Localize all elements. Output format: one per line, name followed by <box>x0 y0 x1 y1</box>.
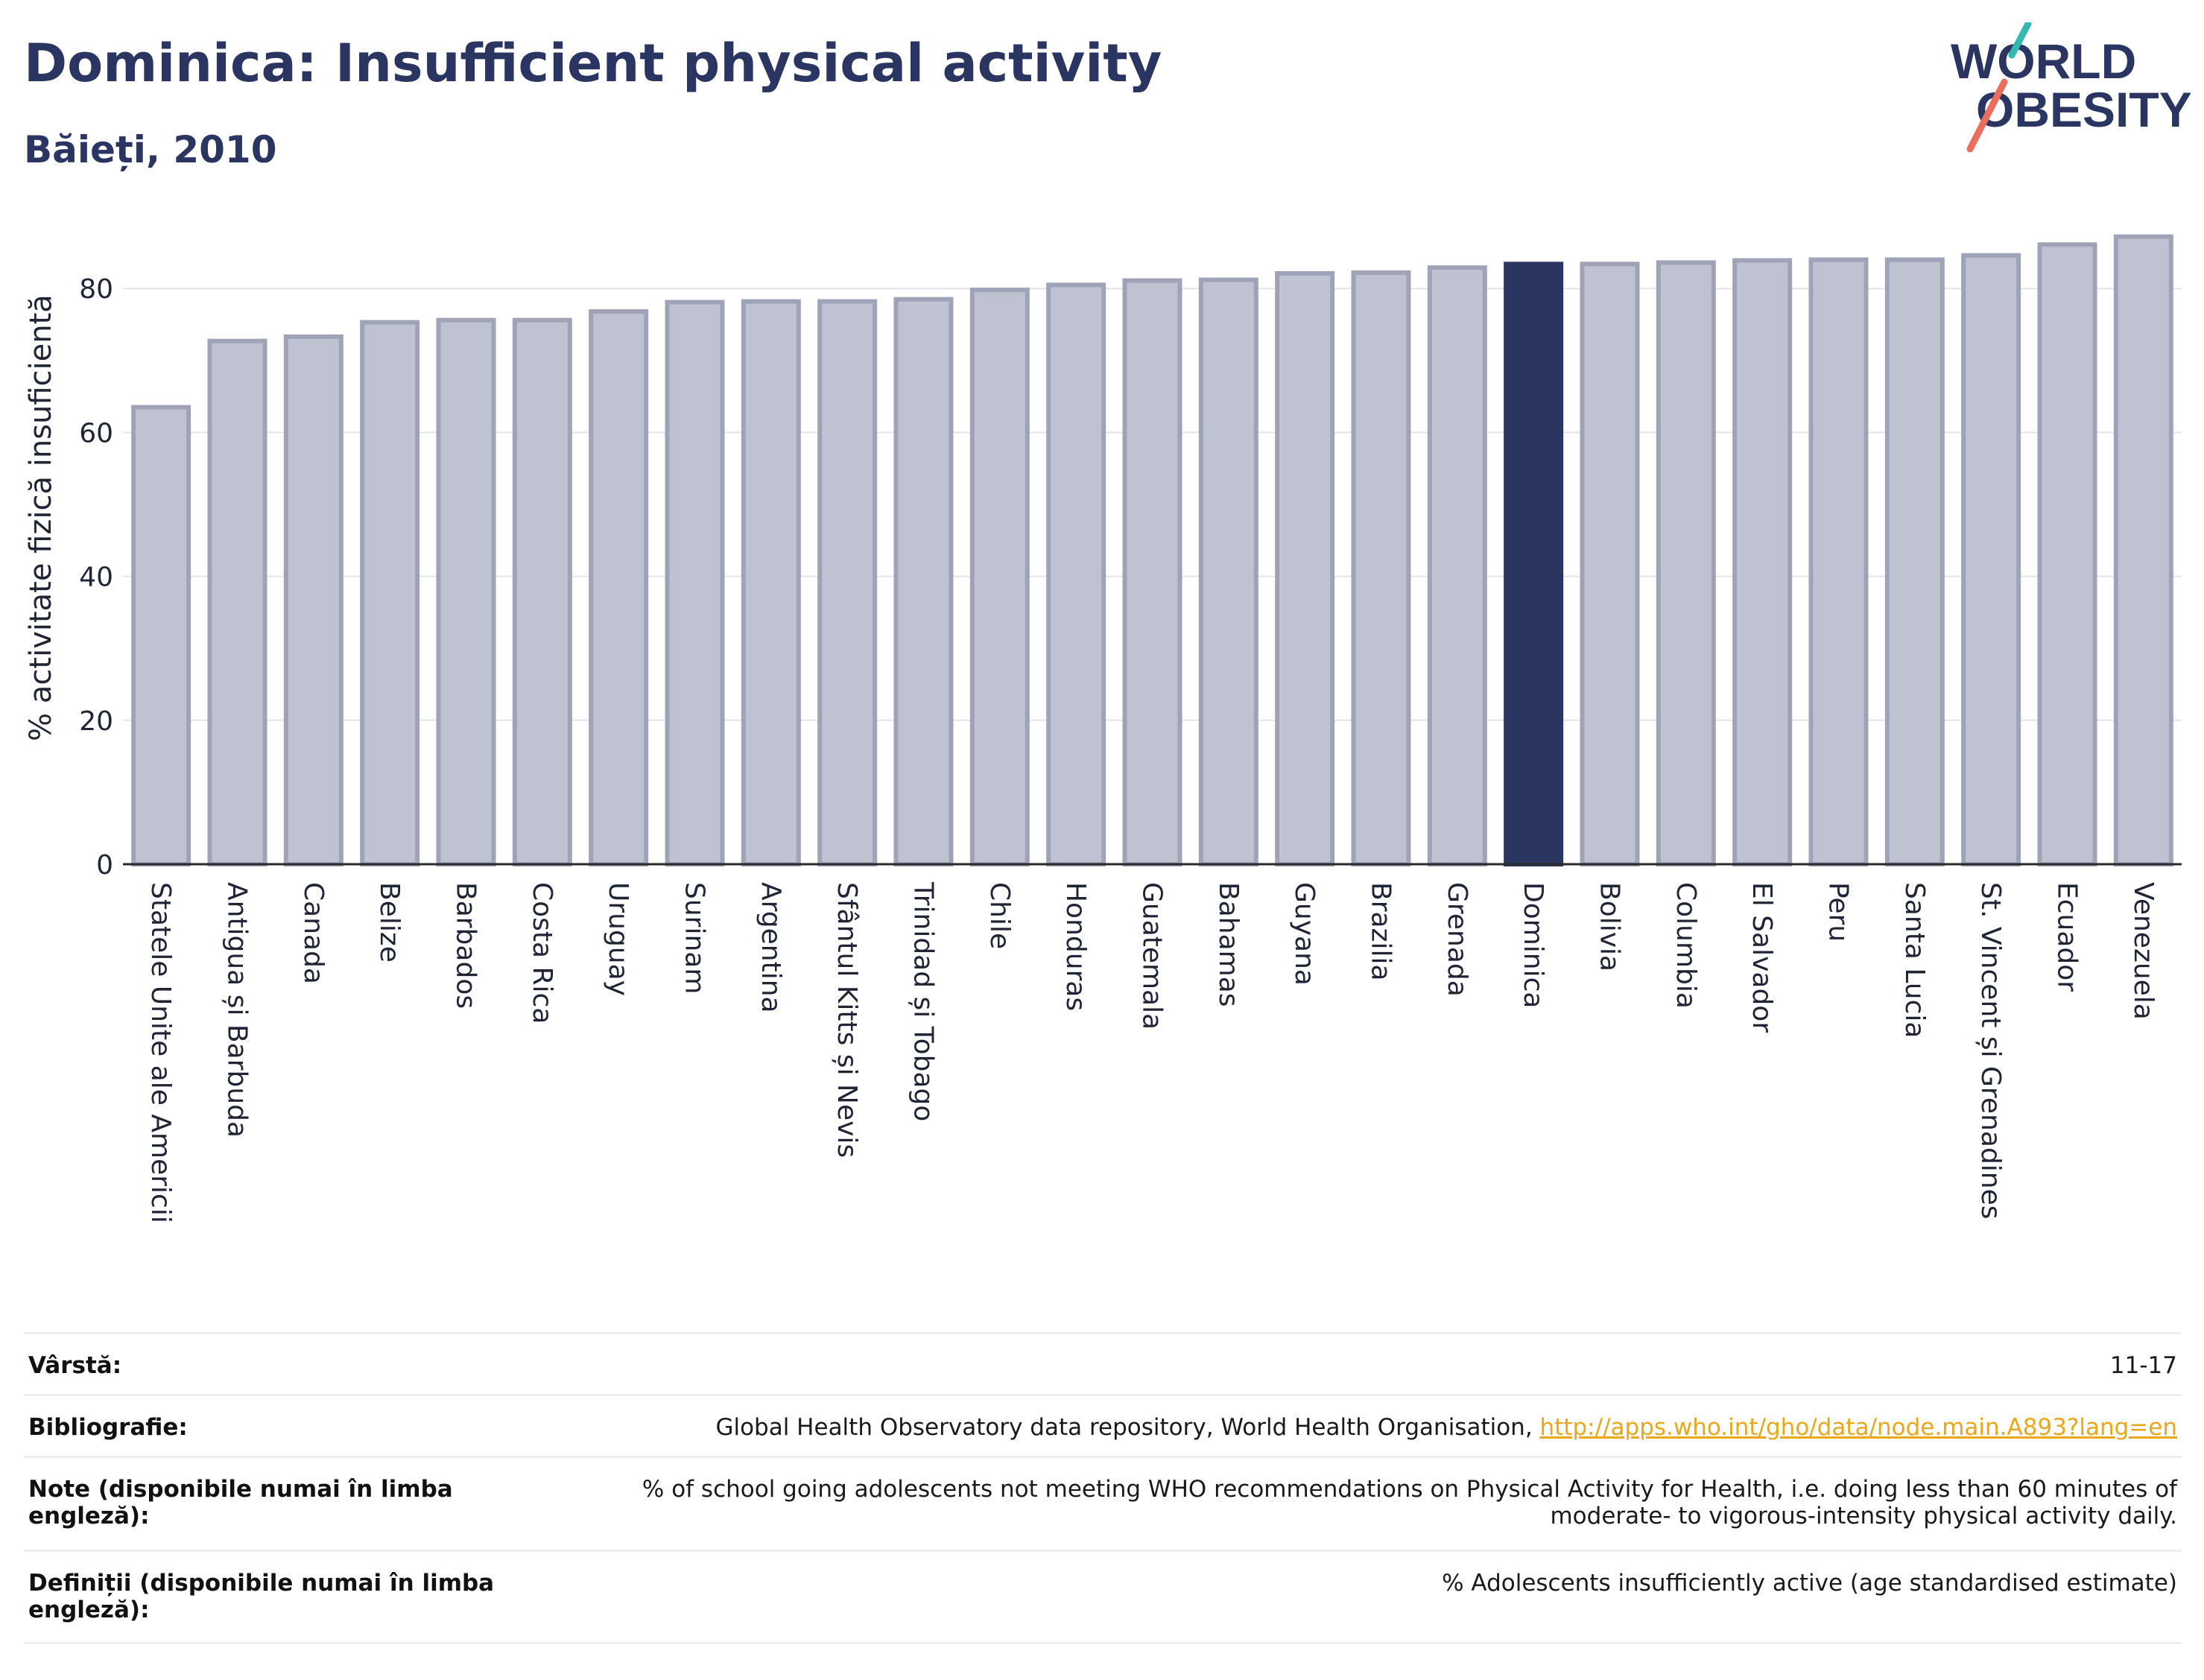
x-tick-label: Statele Unite ale Americii <box>145 882 176 1223</box>
x-tick-label: Guatemala <box>1137 882 1168 1030</box>
bar <box>283 334 343 866</box>
bar <box>1961 253 2021 867</box>
x-tick-label: Bolivia <box>1595 882 1625 971</box>
bar <box>1808 257 1869 866</box>
bar <box>2037 242 2097 866</box>
bar <box>360 320 420 866</box>
x-tick-label: St. Vincent și Grenadines <box>1975 882 2006 1220</box>
x-tick-label: Belize <box>374 882 405 963</box>
x-tick-label: Canada <box>298 882 329 984</box>
x-tick-label: Guyana <box>1289 882 1320 986</box>
bars <box>131 234 2173 867</box>
bar <box>817 299 878 866</box>
y-axis-label: % activitate fizică insuficientă <box>24 294 58 741</box>
x-tick-label: Peru <box>1823 882 1854 942</box>
x-tick-label: Santa Lucia <box>1899 882 1930 1038</box>
y-tick-label: 0 <box>96 850 113 881</box>
y-tick-label: 80 <box>79 274 113 305</box>
bar <box>1656 260 1716 866</box>
bar <box>1122 278 1182 867</box>
bar <box>1275 270 1335 866</box>
meta-value: % of school going adolescents not meetin… <box>554 1456 2182 1551</box>
logo-line1: WORLD <box>1951 34 2136 89</box>
x-tick-label: Argentina <box>756 882 786 1013</box>
bar <box>1884 257 1945 866</box>
meta-row-notes: Note (disponibile numai în limba engleză… <box>24 1456 2182 1551</box>
y-tick-label: 60 <box>79 418 113 448</box>
x-tick-label: Costa Rica <box>527 882 557 1024</box>
x-tick-label: Chile <box>984 882 1015 949</box>
meta-row-definitions: Definiții (disponibile numai în limba en… <box>24 1550 2182 1644</box>
bar <box>131 405 191 866</box>
chart-title: Dominica: Insufficient physical activity <box>24 33 1162 94</box>
bar <box>1504 261 1564 866</box>
bar <box>1580 261 1640 866</box>
logo-slash-coral <box>1966 78 2008 153</box>
logo-slash-teal <box>2008 22 2032 59</box>
x-tick-label: Honduras <box>1060 882 1091 1011</box>
meta-value: 11-17 <box>554 1332 2182 1395</box>
bar <box>1046 282 1106 866</box>
x-tick-label: Trinidad și Tobago <box>908 881 939 1121</box>
meta-label: Note (disponibile numai în limba engleză… <box>24 1456 554 1551</box>
x-tick-label: Antigua și Barbuda <box>222 882 253 1138</box>
bar <box>893 297 954 866</box>
metadata-table: Vârstă: 11-17 Bibliografie: Global Healt… <box>24 1332 2182 1644</box>
chart-subtitle: Băieți, 2010 <box>24 128 277 171</box>
meta-value: Global Health Observatory data repositor… <box>554 1394 2182 1457</box>
bar <box>589 309 649 866</box>
meta-label: Bibliografie: <box>24 1394 554 1457</box>
x-tick-labels: Statele Unite ale Americii Antigua și Bar… <box>145 881 2159 1223</box>
bar <box>512 317 572 867</box>
bar <box>436 317 496 867</box>
bar <box>741 299 801 866</box>
y-tick-label: 40 <box>79 562 113 593</box>
x-tick-label: Grenada <box>1442 882 1472 997</box>
meta-label: Definiții (disponibile numai în limba en… <box>24 1550 554 1644</box>
bar-chart: 0 20 40 60 80 Statele Unite ale Americii Anti… <box>24 234 2182 1223</box>
x-tick-label: Columbia <box>1671 882 1701 1009</box>
bar <box>665 299 725 866</box>
bar <box>1732 258 1793 866</box>
bar <box>1427 265 1487 867</box>
x-tick-label: El Salvador <box>1747 882 1777 1033</box>
bar <box>2113 234 2173 866</box>
x-tick-label: Venezuela <box>2128 882 2159 1020</box>
x-tick-label: Uruguay <box>603 882 633 996</box>
x-tick-label: Bahamas <box>1213 882 1244 1007</box>
x-tick-label: Sfântul Kitts și Nevis <box>832 882 862 1158</box>
x-tick-label: Surinam <box>680 882 710 994</box>
meta-label: Vârstă: <box>24 1332 554 1395</box>
y-tick-labels: 0 20 40 60 80 <box>79 274 113 881</box>
bibliography-link[interactable]: http://apps.who.int/gho/data/node.main.A… <box>1539 1414 2177 1441</box>
bar <box>1351 270 1411 866</box>
x-tick-label: Barbados <box>451 882 481 1009</box>
meta-row-age: Vârstă: 11-17 <box>24 1332 2182 1395</box>
x-tick-label: Ecuador <box>2052 882 2083 992</box>
meta-row-bibliography: Bibliografie: Global Health Observatory … <box>24 1394 2182 1457</box>
x-tick-label: Dominica <box>1518 882 1548 1008</box>
bar <box>969 288 1030 866</box>
bar <box>1198 277 1258 867</box>
logo-line2: OBESITY <box>1976 82 2191 137</box>
x-tick-label: Brazilia <box>1366 882 1396 981</box>
meta-value: % Adolescents insufficiently active (age… <box>554 1550 2182 1644</box>
world-obesity-logo: WORLD OBESITY <box>1951 22 2191 153</box>
bar <box>207 338 267 866</box>
y-tick-label: 20 <box>79 706 113 737</box>
bibliography-text: Global Health Observatory data repositor… <box>715 1414 1533 1441</box>
